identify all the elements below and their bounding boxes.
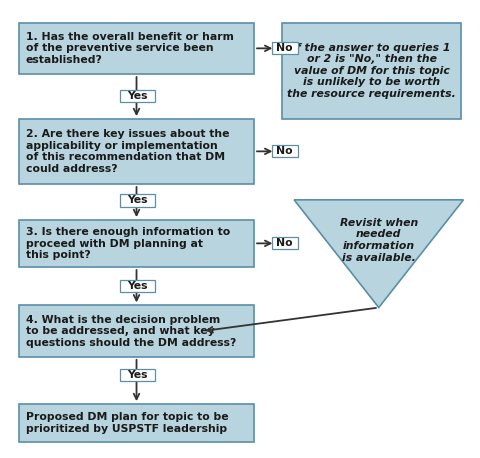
Text: 1. Has the overall benefit or harm
of the preventive service been
established?: 1. Has the overall benefit or harm of th… (26, 32, 234, 65)
FancyBboxPatch shape (19, 404, 254, 442)
FancyBboxPatch shape (120, 195, 156, 207)
Text: Revisit when
needed
information
is available.: Revisit when needed information is avail… (340, 218, 418, 262)
FancyBboxPatch shape (19, 220, 254, 267)
Text: No: No (276, 44, 293, 53)
Text: If the answer to queries 1
or 2 is "No," then the
value of DM for this topic
is : If the answer to queries 1 or 2 is "No,"… (288, 43, 456, 99)
Text: No: No (276, 147, 293, 156)
FancyBboxPatch shape (19, 305, 254, 357)
Text: Yes: Yes (127, 281, 148, 291)
Text: Yes: Yes (127, 196, 148, 206)
Text: 2. Are there key issues about the
applicability or implementation
of this recomm: 2. Are there key issues about the applic… (26, 129, 229, 174)
FancyBboxPatch shape (272, 237, 298, 250)
Text: 4. What is the decision problem
to be addressed, and what key
questions should t: 4. What is the decision problem to be ad… (26, 315, 236, 348)
FancyBboxPatch shape (120, 90, 156, 103)
Text: 3. Is there enough information to
proceed with DM planning at
this point?: 3. Is there enough information to procee… (26, 227, 230, 260)
Text: No: No (276, 238, 293, 248)
FancyBboxPatch shape (120, 369, 156, 381)
FancyBboxPatch shape (120, 280, 156, 292)
Text: Yes: Yes (127, 91, 148, 101)
FancyBboxPatch shape (282, 22, 461, 119)
Text: Yes: Yes (127, 370, 148, 380)
FancyBboxPatch shape (272, 145, 298, 158)
FancyBboxPatch shape (19, 119, 254, 184)
FancyBboxPatch shape (272, 42, 298, 55)
Polygon shape (294, 200, 464, 308)
Text: Proposed DM plan for topic to be
prioritized by USPSTF leadership: Proposed DM plan for topic to be priorit… (26, 412, 228, 434)
FancyBboxPatch shape (19, 22, 254, 74)
